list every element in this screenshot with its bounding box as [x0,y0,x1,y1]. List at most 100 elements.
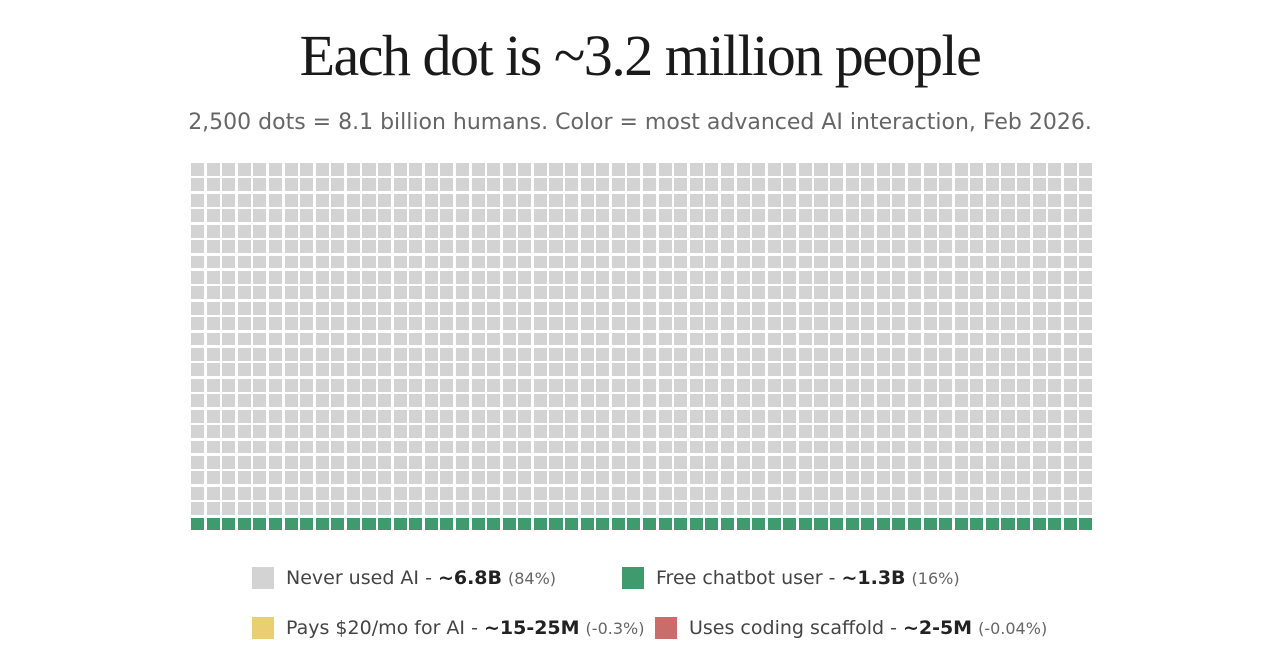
dot-never-used-ai [767,332,781,346]
dot-never-used-ai [1063,471,1077,485]
dot-never-used-ai [253,348,267,361]
dot-never-used-ai [1048,378,1062,392]
dot-never-used-ai [658,270,672,284]
dot-never-used-ai [689,471,703,485]
dot-never-used-ai [191,471,205,485]
dot-never-used-ai [985,332,999,346]
dot-never-used-ai [455,363,470,377]
dot-never-used-ai [596,440,610,454]
dot-never-used-ai [1079,163,1093,176]
dot-never-used-ai [814,163,828,176]
dot-never-used-ai [206,455,220,469]
dot-never-used-ai [237,301,251,315]
dot-free-chatbot-user [502,517,516,531]
dot-never-used-ai [502,178,516,192]
dot-never-used-ai [1001,301,1015,315]
dot-never-used-ai [970,163,984,176]
dot-never-used-ai [798,409,812,423]
dot-free-chatbot-user [1032,517,1046,531]
dot-never-used-ai [253,440,267,454]
legend-swatch [622,567,644,589]
dot-never-used-ai [222,363,236,377]
dot-never-used-ai [440,486,454,500]
dot-never-used-ai [689,425,703,438]
dot-never-used-ai [720,209,734,223]
dot-never-used-ai [596,332,610,346]
dot-never-used-ai [565,348,579,361]
dot-never-used-ai [954,348,968,361]
dot-never-used-ai [502,471,516,485]
dot-never-used-ai [253,502,267,516]
dot-never-used-ai [1032,286,1046,300]
dot-never-used-ai [596,425,610,438]
dot-never-used-ai [767,394,781,408]
dot-never-used-ai [1017,394,1031,408]
dot-never-used-ai [720,409,734,423]
dot-never-used-ai [643,425,657,438]
dot-never-used-ai [861,163,875,176]
dot-never-used-ai [580,209,594,223]
dot-never-used-ai [222,301,236,315]
dot-never-used-ai [549,363,563,377]
dot-never-used-ai [455,440,470,454]
dot-never-used-ai [658,163,672,176]
waffle-grid [191,163,1095,533]
dot-never-used-ai [362,471,376,485]
dot-never-used-ai [643,240,657,253]
dot-never-used-ai [268,270,282,284]
dot-never-used-ai [736,270,750,284]
dot-never-used-ai [284,163,298,176]
dot-never-used-ai [892,193,906,207]
dot-never-used-ai [222,163,236,176]
dot-never-used-ai [533,425,547,438]
dot-never-used-ai [705,163,719,176]
dot-never-used-ai [705,255,719,269]
dot-never-used-ai [471,163,485,176]
dot-never-used-ai [845,178,859,192]
dot-never-used-ai [1048,394,1062,408]
dot-never-used-ai [907,209,922,223]
dot-never-used-ai [798,502,812,516]
dot-free-chatbot-user [985,517,999,531]
dot-never-used-ai [1032,409,1046,423]
dot-never-used-ai [237,348,251,361]
dot-never-used-ai [954,363,968,377]
dot-never-used-ai [222,286,236,300]
dot-never-used-ai [315,178,329,192]
dot-never-used-ai [331,471,345,485]
dot-never-used-ai [658,363,672,377]
dot-never-used-ai [1063,409,1077,423]
dot-never-used-ai [689,363,703,377]
dot-never-used-ai [331,163,345,176]
dot-never-used-ai [378,378,392,392]
dot-never-used-ai [237,363,251,377]
dot-never-used-ai [845,193,859,207]
dot-never-used-ai [861,224,875,238]
dot-never-used-ai [455,270,470,284]
dot-never-used-ai [1032,440,1046,454]
dot-never-used-ai [783,255,797,269]
dot-never-used-ai [845,240,859,253]
dot-never-used-ai [798,455,812,469]
dot-free-chatbot-user [907,517,922,531]
dot-never-used-ai [1048,193,1062,207]
dot-never-used-ai [191,440,205,454]
dot-never-used-ai [237,502,251,516]
dot-never-used-ai [611,348,625,361]
dot-free-chatbot-user [300,517,314,531]
dot-never-used-ai [814,193,828,207]
dot-never-used-ai [580,193,594,207]
dot-never-used-ai [315,425,329,438]
dot-never-used-ai [876,163,890,176]
dot-never-used-ai [1001,502,1015,516]
dot-never-used-ai [643,455,657,469]
dot-never-used-ai [720,178,734,192]
dot-never-used-ai [471,255,485,269]
dot-never-used-ai [1079,502,1093,516]
dot-free-chatbot-user [1017,517,1031,531]
dot-never-used-ai [206,502,220,516]
dot-never-used-ai [440,193,454,207]
dot-never-used-ai [720,425,734,438]
dot-never-used-ai [643,178,657,192]
dot-never-used-ai [502,486,516,500]
